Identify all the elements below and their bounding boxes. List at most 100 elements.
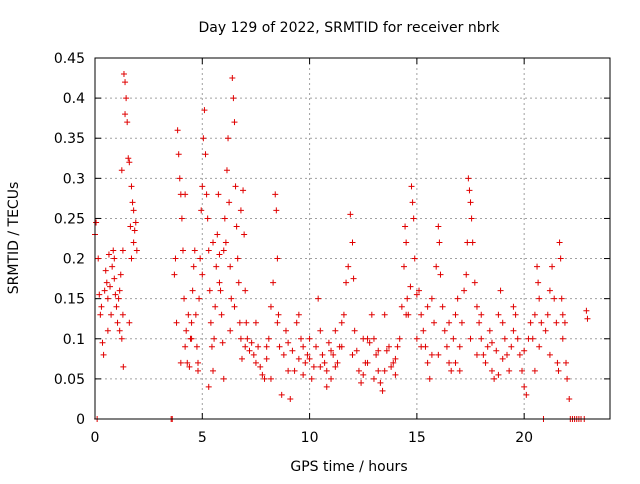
data-point bbox=[261, 375, 268, 382]
data-point bbox=[219, 339, 226, 346]
data-point bbox=[130, 207, 137, 214]
data-point bbox=[237, 207, 244, 214]
data-point bbox=[175, 151, 182, 158]
data-point bbox=[102, 267, 109, 274]
data-point bbox=[119, 311, 126, 318]
data-point bbox=[195, 359, 201, 366]
y-tick-label: 0.1 bbox=[63, 332, 85, 348]
data-point bbox=[252, 319, 259, 326]
data-point bbox=[478, 311, 485, 318]
data-point bbox=[128, 183, 135, 190]
data-point bbox=[217, 287, 224, 294]
data-point bbox=[413, 335, 420, 342]
data-point bbox=[242, 287, 249, 294]
data-point bbox=[379, 387, 386, 394]
data-point bbox=[413, 291, 420, 298]
data-point bbox=[228, 295, 235, 302]
y-tick-label: 0.15 bbox=[54, 292, 85, 308]
data-point bbox=[230, 95, 237, 102]
data-point bbox=[308, 375, 315, 382]
data-point bbox=[491, 375, 498, 382]
data-point bbox=[188, 335, 195, 342]
data-point bbox=[317, 363, 324, 370]
data-point bbox=[343, 279, 350, 286]
data-point bbox=[243, 319, 250, 326]
data-point bbox=[366, 339, 373, 346]
data-point bbox=[349, 351, 356, 358]
data-point bbox=[128, 255, 135, 262]
data-point bbox=[97, 311, 104, 318]
y-axis-label: SRMTID / TECUs bbox=[6, 182, 22, 295]
data-point bbox=[521, 383, 528, 390]
data-point bbox=[212, 303, 219, 310]
data-point bbox=[216, 251, 223, 258]
data-point bbox=[205, 247, 212, 254]
data-point bbox=[340, 311, 347, 318]
data-point bbox=[463, 271, 470, 278]
data-point bbox=[349, 239, 356, 246]
data-point bbox=[125, 155, 132, 162]
data-point bbox=[133, 247, 140, 254]
grid-lines bbox=[95, 58, 610, 419]
data-point bbox=[298, 335, 304, 342]
data-point bbox=[103, 279, 110, 286]
y-tick-label: 0.25 bbox=[54, 211, 85, 227]
data-point bbox=[385, 343, 392, 350]
data-point bbox=[110, 247, 117, 254]
axis-ticks: 0 0.05 0.1 0.15 0.2 0.25 0.3 0.35 0.4 0.45 0 5 10 15 2… bbox=[54, 51, 610, 446]
data-point bbox=[233, 223, 240, 230]
data-point bbox=[104, 295, 111, 302]
data-point bbox=[334, 359, 341, 366]
data-point bbox=[270, 279, 277, 286]
data-point bbox=[129, 199, 136, 206]
data-point bbox=[206, 287, 213, 294]
data-point bbox=[437, 271, 444, 278]
data-point bbox=[473, 351, 480, 358]
data-point bbox=[100, 351, 107, 358]
data-point bbox=[186, 363, 193, 370]
data-point bbox=[113, 303, 120, 310]
data-point bbox=[392, 355, 399, 362]
data-point bbox=[295, 311, 302, 318]
data-point bbox=[546, 351, 553, 358]
x-tick-label: 0 bbox=[91, 430, 100, 446]
data-point bbox=[213, 263, 220, 270]
data-point bbox=[508, 343, 515, 350]
data-point bbox=[282, 327, 289, 334]
data-point bbox=[467, 335, 474, 342]
data-point bbox=[488, 339, 495, 346]
data-point bbox=[118, 335, 125, 342]
data-point bbox=[456, 367, 463, 374]
data-point bbox=[516, 351, 523, 358]
data-point bbox=[280, 351, 287, 358]
data-point bbox=[182, 343, 189, 350]
data-point bbox=[231, 303, 238, 310]
data-point bbox=[235, 279, 242, 286]
data-point bbox=[403, 239, 410, 246]
data-point bbox=[252, 359, 259, 366]
data-point bbox=[536, 343, 543, 350]
data-point bbox=[232, 183, 239, 190]
data-point bbox=[248, 339, 255, 346]
data-point bbox=[332, 327, 339, 334]
data-point bbox=[179, 247, 186, 254]
data-point bbox=[497, 287, 504, 294]
data-point bbox=[285, 367, 292, 374]
data-point bbox=[178, 215, 185, 222]
data-point bbox=[499, 319, 506, 326]
data-point bbox=[345, 263, 352, 270]
data-point bbox=[557, 255, 564, 262]
data-point bbox=[276, 343, 283, 350]
data-point bbox=[204, 215, 211, 222]
data-point bbox=[544, 311, 551, 318]
data-point bbox=[173, 319, 180, 326]
data-point bbox=[555, 367, 562, 374]
data-point bbox=[355, 367, 362, 374]
data-point bbox=[184, 359, 191, 366]
data-point bbox=[122, 111, 129, 118]
data-point bbox=[554, 359, 561, 366]
y-tick-label: 0.3 bbox=[63, 171, 85, 187]
data-point bbox=[559, 311, 566, 318]
data-point bbox=[302, 359, 309, 366]
